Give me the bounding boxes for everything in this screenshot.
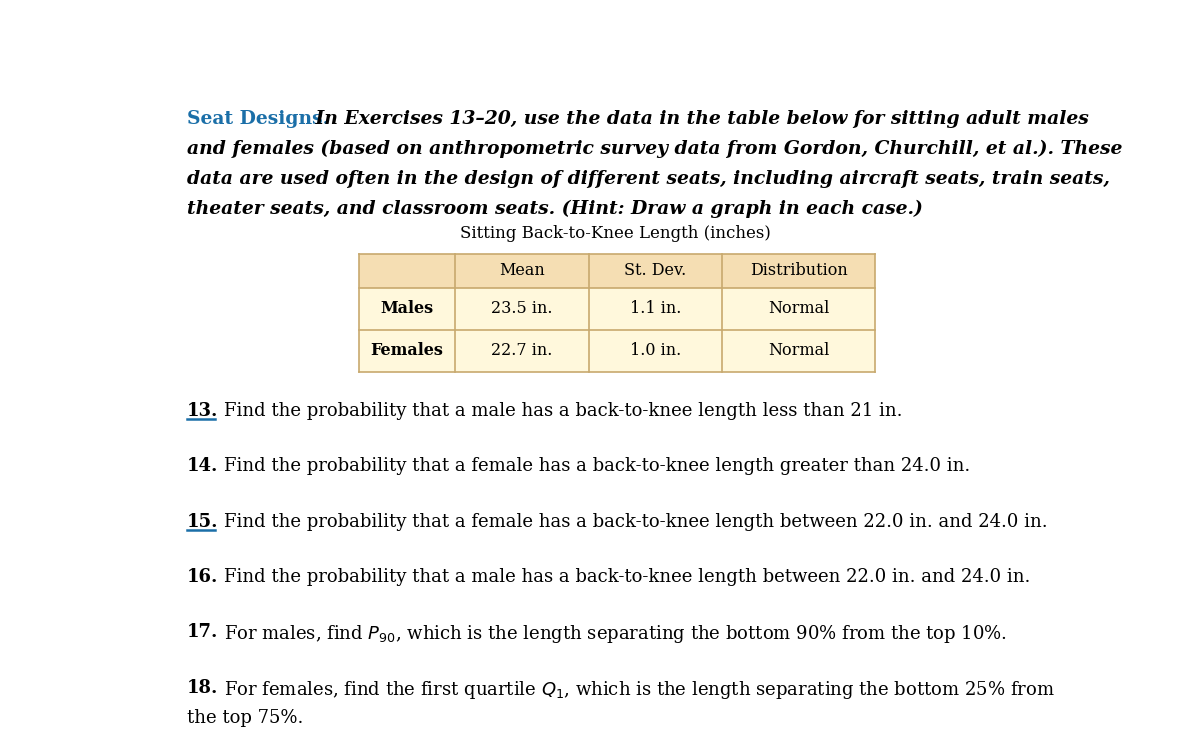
Text: 16.: 16.: [187, 568, 218, 586]
Text: Normal: Normal: [768, 300, 829, 318]
Bar: [359, 254, 876, 288]
Text: 1.0 in.: 1.0 in.: [630, 342, 682, 360]
Text: 1.1 in.: 1.1 in.: [630, 300, 682, 318]
Text: 13.: 13.: [187, 402, 218, 420]
Text: For females, find the first quartile $Q_1$, which is the length separating the b: For females, find the first quartile $Q_…: [224, 679, 1055, 701]
Bar: [359, 288, 876, 330]
Text: For males, find $P_{90}$, which is the length separating the bottom 90% from the: For males, find $P_{90}$, which is the l…: [224, 623, 1007, 646]
Text: 14.: 14.: [187, 457, 218, 476]
Text: Males: Males: [380, 300, 433, 318]
Text: 17.: 17.: [187, 623, 218, 641]
Text: the top 75%.: the top 75%.: [187, 709, 304, 727]
Text: 18.: 18.: [187, 679, 218, 697]
Text: Find the probability that a female has a back-to-knee length greater than 24.0 i: Find the probability that a female has a…: [224, 457, 971, 476]
Text: data are used often in the design of different seats, including aircraft seats, : data are used often in the design of dif…: [187, 170, 1110, 188]
Text: Seat Designs.: Seat Designs.: [187, 110, 329, 128]
Text: Find the probability that a female has a back-to-knee length between 22.0 in. an: Find the probability that a female has a…: [224, 512, 1048, 530]
Text: Find the probability that a male has a back-to-knee length between 22.0 in. and : Find the probability that a male has a b…: [224, 568, 1031, 586]
Text: Females: Females: [371, 342, 444, 360]
Text: and females (based on anthropometric survey data from Gordon, Churchill, et al.): and females (based on anthropometric sur…: [187, 140, 1122, 158]
Text: Normal: Normal: [768, 342, 829, 360]
Text: Distribution: Distribution: [750, 262, 848, 279]
Text: theater seats, and classroom seats. (Hint: Draw a graph in each case.): theater seats, and classroom seats. (Hin…: [187, 200, 923, 218]
Text: Find the probability that a male has a back-to-knee length less than 21 in.: Find the probability that a male has a b…: [224, 402, 902, 420]
Text: St. Dev.: St. Dev.: [624, 262, 686, 279]
Text: Mean: Mean: [499, 262, 545, 279]
Text: Sitting Back-to-Knee Length (inches): Sitting Back-to-Knee Length (inches): [460, 225, 770, 242]
Text: 22.7 in.: 22.7 in.: [491, 342, 552, 360]
Text: In Exercises 13–20, use the data in the table below for sitting adult males: In Exercises 13–20, use the data in the …: [296, 110, 1088, 128]
Bar: [359, 330, 876, 372]
Text: 23.5 in.: 23.5 in.: [491, 300, 552, 318]
Text: 15.: 15.: [187, 512, 218, 530]
